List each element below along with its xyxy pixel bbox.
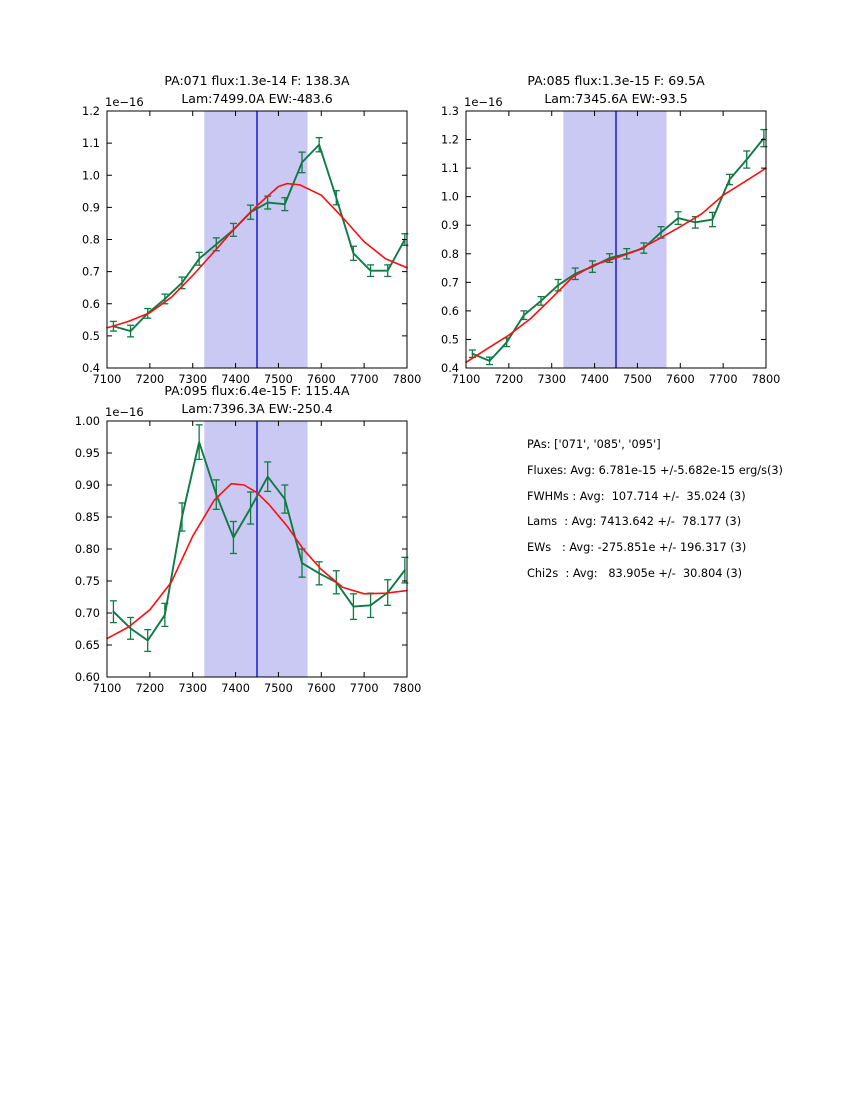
chart-title-line1: PA:085 flux:1.3e-15 F: 69.5A: [527, 73, 705, 88]
y-tick-label: 1.1: [82, 137, 100, 150]
x-tick-label: 7700: [709, 373, 738, 386]
y-tick-label: 0.4: [82, 362, 100, 375]
chart-title: PA:095 flux:6.4e-15 F: 115.4A Lam:7396.3…: [77, 382, 437, 418]
x-tick-label: 7700: [350, 373, 379, 386]
y-tick-label: 0.60: [75, 671, 100, 684]
chart-plot-area: 7100 7200 7300 7400 7500 7600 7700 7800 0.60 0.65…: [75, 415, 422, 695]
subplot-pa071: PA:071 flux:1.3e-14 F: 138.3A Lam:7499.0…: [82, 73, 421, 386]
stats-line-fwhms: FWHMs : Avg: 107.714 +/- 35.024 (3): [527, 489, 746, 503]
y-tick-label: 0.95: [75, 447, 100, 460]
subplot-pa095: PA:095 flux:6.4e-15 F: 115.4A Lam:7396.3…: [75, 383, 422, 695]
y-tick-label: 1.2: [441, 134, 459, 147]
data-line: [112, 441, 406, 642]
line-region-band: [204, 111, 308, 368]
y-tick-label: 0.5: [441, 333, 459, 346]
chart-title-line1: PA:095 flux:6.4e-15 F: 115.4A: [164, 383, 350, 398]
y-axis-offset-label: 1e−16: [464, 95, 503, 109]
x-tick-label: 7400: [221, 682, 250, 695]
x-tick-label: 7500: [264, 373, 293, 386]
y-tick-label: 0.6: [441, 305, 459, 318]
y-tick-label: 1.00: [75, 415, 100, 428]
fit-line: [465, 167, 767, 364]
y-tick-label: 0.90: [75, 479, 100, 492]
chart-title-line1: PA:071 flux:1.3e-14 F: 138.3A: [164, 73, 350, 88]
stats-line-chi2s: Chi2s : Avg: 83.905e +/- 30.804 (3): [527, 566, 743, 580]
stats-line-fluxes: Fluxes: Avg: 6.781e-15 +/-5.682e-15 erg/…: [527, 463, 783, 477]
x-tick-label: 7100: [452, 373, 481, 386]
y-tick-label: 0.65: [75, 639, 100, 652]
chart-title-line2: Lam:7345.6A EW:-93.5: [544, 91, 688, 106]
chart-title-line2: Lam:7396.3A EW:-250.4: [181, 401, 333, 416]
x-tick-label: 7700: [350, 682, 379, 695]
chart-plot-area: 7100 7200 7300 7400 7500 7600 7700 7800 0.4 0.5 0.…: [82, 105, 421, 386]
chart-title-line2: Lam:7499.0A EW:-483.6: [181, 91, 333, 106]
y-tick-label: 1.3: [441, 105, 459, 118]
line-region-band: [204, 421, 308, 677]
stats-line-lams: Lams : Avg: 7413.642 +/- 78.177 (3): [527, 515, 742, 529]
y-tick-label: 0.70: [75, 607, 100, 620]
axes-frame: [106, 420, 408, 678]
y-tick-label: 0.7: [441, 276, 459, 289]
y-tick-label: 0.4: [441, 362, 459, 375]
y-tick-label: 0.9: [82, 201, 100, 214]
x-tick-label: 7300: [537, 373, 566, 386]
line-region-band: [563, 111, 667, 368]
x-tick-label: 7300: [178, 373, 207, 386]
y-tick-label: 0.7: [82, 266, 100, 279]
axis-ticks: 7100 7200 7300 7400 7500 7600 7700 7800 0.60 0.65…: [75, 415, 422, 695]
y-tick-label: 1.0: [441, 191, 459, 204]
y-tick-label: 0.85: [75, 511, 100, 524]
y-tick-label: 0.5: [82, 330, 100, 343]
x-tick-label: 7200: [135, 682, 164, 695]
y-axis-offset-label: 1e−16: [105, 95, 144, 109]
x-tick-label: 7200: [135, 373, 164, 386]
subplot-pa085: PA:085 flux:1.3e-15 F: 69.5A Lam:7345.6A…: [441, 73, 780, 386]
x-tick-label: 7400: [580, 373, 609, 386]
axes-frame: [106, 110, 408, 369]
stats-panel: PAs: ['071', '085', '095'] Fluxes: Avg: …: [527, 432, 783, 587]
x-tick-label: 7800: [393, 682, 422, 695]
stats-line-ews: EWs : Avg: -275.851e +/- 196.317 (3): [527, 541, 747, 555]
x-tick-label: 7600: [666, 373, 695, 386]
x-tick-label: 7800: [752, 373, 781, 386]
x-tick-label: 7400: [221, 373, 250, 386]
y-tick-label: 0.80: [75, 543, 100, 556]
fit-line: [106, 182, 408, 329]
chart-plot-area: 7100 7200 7300 7400 7500 7600 7700 7800 0.4 0.5 0.…: [441, 105, 780, 386]
y-tick-label: 0.6: [82, 298, 100, 311]
y-tick-label: 0.8: [441, 248, 459, 261]
chart-title: PA:071 flux:1.3e-14 F: 138.3A Lam:7499.0…: [77, 72, 437, 108]
x-tick-label: 7300: [178, 682, 207, 695]
y-tick-label: 1.1: [441, 162, 459, 175]
data-line: [112, 143, 406, 333]
x-tick-label: 7600: [307, 373, 336, 386]
y-tick-label: 0.8: [82, 234, 100, 247]
axes-frame: [465, 110, 767, 369]
y-tick-label: 0.9: [441, 219, 459, 232]
axis-ticks: 7100 7200 7300 7400 7500 7600 7700 7800 0.4 0.5 0.…: [441, 105, 780, 386]
stats-line-pas: PAs: ['071', '085', '095']: [527, 438, 661, 451]
y-tick-label: 0.75: [75, 575, 100, 588]
x-tick-label: 7100: [93, 373, 122, 386]
x-tick-label: 7200: [494, 373, 523, 386]
x-tick-label: 7100: [93, 682, 122, 695]
y-axis-offset-label: 1e−16: [105, 405, 144, 419]
x-tick-label: 7600: [307, 682, 336, 695]
y-tick-label: 1.0: [82, 169, 100, 182]
chart-title: PA:085 flux:1.3e-15 F: 69.5A Lam:7345.6A…: [436, 72, 796, 108]
x-tick-label: 7500: [264, 682, 293, 695]
y-tick-label: 1.2: [82, 105, 100, 118]
x-tick-label: 7800: [393, 373, 422, 386]
data-line: [471, 137, 765, 362]
fit-line: [106, 482, 408, 640]
x-tick-label: 7500: [623, 373, 652, 386]
